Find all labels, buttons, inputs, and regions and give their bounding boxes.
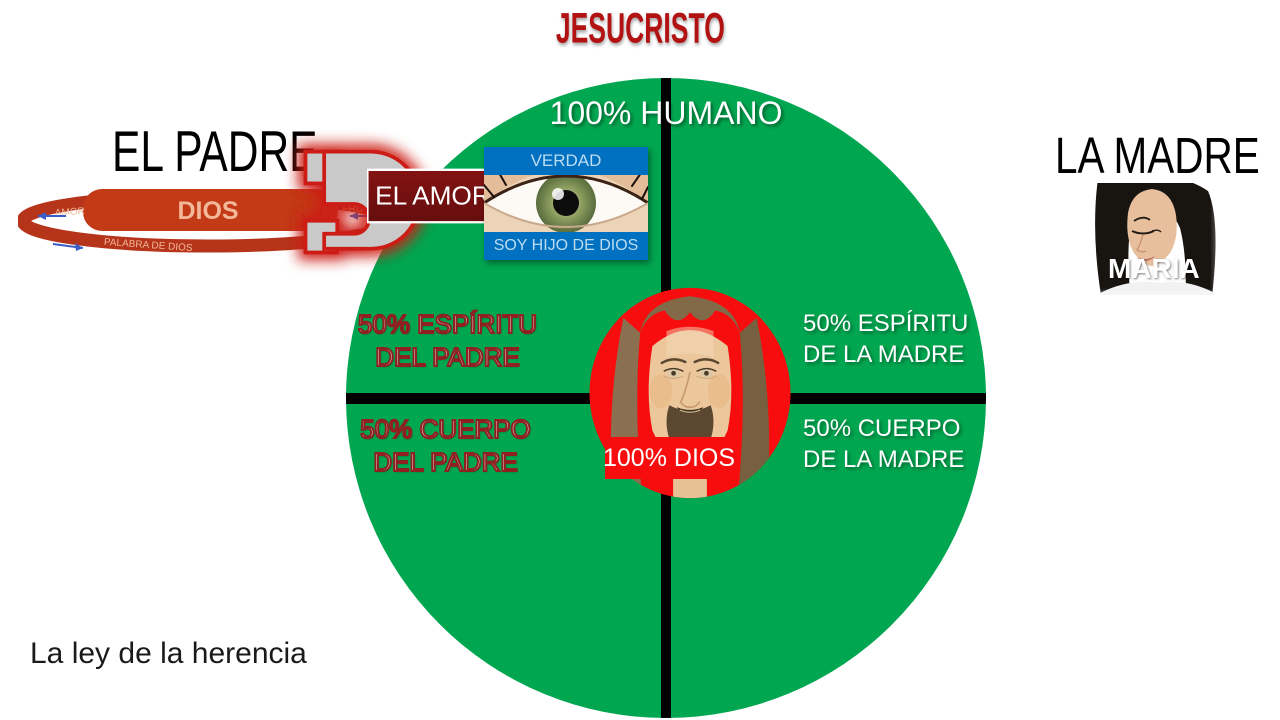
svg-text:AMOR: AMOR — [54, 206, 85, 219]
svg-text:DIOS: DIOS — [177, 197, 238, 225]
svg-text:EL AMOR: EL AMOR — [375, 180, 491, 210]
